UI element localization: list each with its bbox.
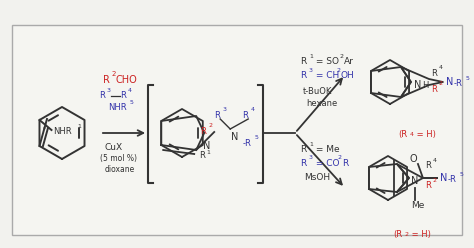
Text: 1: 1 <box>309 142 313 147</box>
Text: R: R <box>300 71 306 81</box>
Text: 1: 1 <box>309 54 313 59</box>
Text: R: R <box>300 58 306 66</box>
Text: R: R <box>342 158 348 167</box>
Text: R: R <box>425 182 431 190</box>
Text: 2: 2 <box>439 81 443 86</box>
Text: 2: 2 <box>208 123 212 128</box>
Text: NHR: NHR <box>108 103 127 113</box>
Text: MsOH: MsOH <box>304 174 330 183</box>
Text: Ar: Ar <box>344 58 354 66</box>
Text: -R: -R <box>448 176 457 185</box>
Text: = CH: = CH <box>313 71 339 81</box>
Text: 2: 2 <box>338 155 342 160</box>
Text: CHO: CHO <box>116 75 138 85</box>
Text: -R: -R <box>242 138 251 148</box>
Text: 3: 3 <box>309 155 313 160</box>
Text: 4: 4 <box>439 65 443 70</box>
Text: -R: -R <box>454 80 463 89</box>
Text: 1: 1 <box>77 124 82 129</box>
Text: 2: 2 <box>405 232 409 237</box>
Text: N: N <box>446 77 453 87</box>
Text: CuX: CuX <box>105 143 123 152</box>
Text: 2: 2 <box>337 68 341 73</box>
Text: 2: 2 <box>112 71 117 77</box>
Text: 5: 5 <box>130 100 134 105</box>
Text: N: N <box>230 132 238 142</box>
Text: 5: 5 <box>254 135 258 140</box>
Text: R: R <box>199 151 205 159</box>
Text: = H): = H) <box>414 129 436 138</box>
Text: N: N <box>440 173 447 183</box>
Text: R: R <box>242 111 248 120</box>
Text: R: R <box>120 92 126 100</box>
Text: dioxane: dioxane <box>105 165 135 175</box>
Text: = SO: = SO <box>313 58 339 66</box>
Text: H: H <box>422 81 428 90</box>
Text: N: N <box>414 80 421 90</box>
Text: R: R <box>300 158 306 167</box>
Text: = Me: = Me <box>313 146 340 155</box>
Text: R: R <box>425 161 431 171</box>
Text: NHR: NHR <box>54 127 72 136</box>
Text: N: N <box>202 141 210 151</box>
Text: 3: 3 <box>222 107 226 112</box>
Text: (R: (R <box>393 229 402 239</box>
Text: = CO: = CO <box>313 158 339 167</box>
Text: = H): = H) <box>409 229 431 239</box>
Text: (5 mol %): (5 mol %) <box>100 155 137 163</box>
Text: 5: 5 <box>466 76 470 81</box>
Text: Me: Me <box>411 201 424 211</box>
Text: hexane: hexane <box>306 99 337 109</box>
Text: 2: 2 <box>340 54 344 59</box>
Text: (R: (R <box>398 129 407 138</box>
Text: 3: 3 <box>309 68 313 73</box>
Text: R: R <box>431 85 437 93</box>
Text: 4: 4 <box>410 132 414 137</box>
Text: R: R <box>103 75 110 85</box>
Text: R: R <box>300 146 306 155</box>
Text: t-BuOK: t-BuOK <box>303 88 332 96</box>
Text: R: R <box>99 92 105 100</box>
Text: R: R <box>214 111 220 120</box>
Text: 4: 4 <box>128 88 132 93</box>
Text: 4: 4 <box>433 158 437 163</box>
Text: 5: 5 <box>460 172 464 177</box>
Text: R: R <box>431 68 437 77</box>
Text: 4: 4 <box>250 107 254 112</box>
Text: R: R <box>200 126 206 135</box>
Text: 2: 2 <box>433 178 437 183</box>
Text: OH: OH <box>341 71 355 81</box>
Text: 1: 1 <box>206 150 210 155</box>
Text: N: N <box>411 176 419 186</box>
Text: O: O <box>409 154 417 164</box>
Text: 3: 3 <box>107 88 111 93</box>
Bar <box>12 25 462 235</box>
